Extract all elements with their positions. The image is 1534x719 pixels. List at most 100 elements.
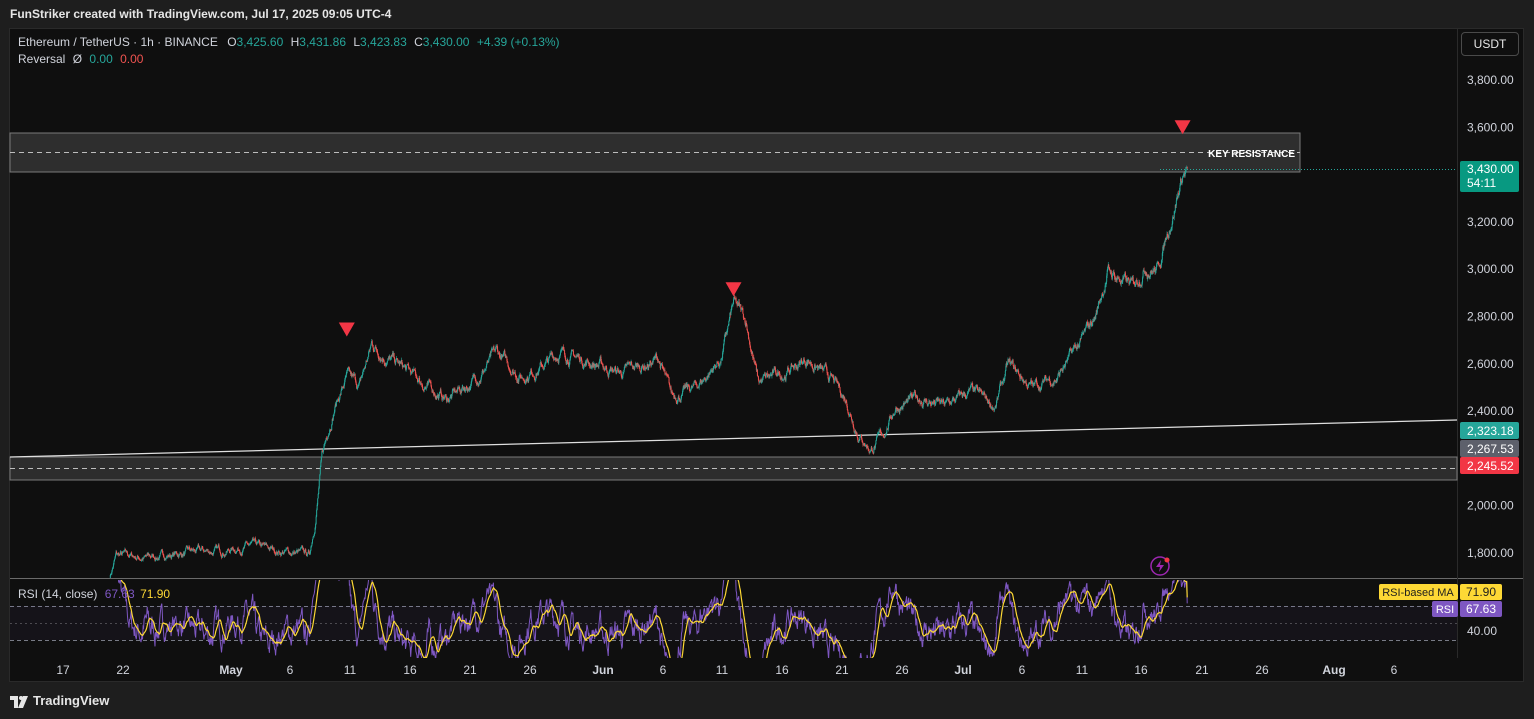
candle-body xyxy=(139,559,141,561)
indicator-legend[interactable]: Reversal Ø 0.00 0.00 xyxy=(18,52,143,66)
candle-body xyxy=(597,366,599,367)
candle-body xyxy=(402,365,404,368)
brand-label: TradingView xyxy=(33,693,110,708)
candle-body xyxy=(1001,382,1003,384)
time-axis[interactable]: 17 22 May 6 11 16 21 26 Jun 6 11 16 21 26 Jul 6 11 16 21 26… xyxy=(56,663,1397,677)
candle-body xyxy=(220,552,222,555)
candle-body xyxy=(1183,173,1185,175)
candle-body xyxy=(617,368,619,372)
candle-body xyxy=(410,370,412,375)
candle-body xyxy=(1176,197,1178,198)
rsi-legend[interactable]: RSI (14, close) 67.63 71.90 xyxy=(18,587,170,601)
candle-body xyxy=(694,381,696,383)
candle-body xyxy=(778,372,780,374)
candle-body xyxy=(276,551,278,554)
candle-body xyxy=(367,358,369,362)
candle-body xyxy=(333,411,335,414)
candle-body xyxy=(338,400,340,402)
candle-body xyxy=(167,555,169,558)
candle-body xyxy=(368,349,370,352)
candle-body xyxy=(873,446,875,449)
candle-body xyxy=(990,404,992,408)
candle-body xyxy=(1139,284,1141,287)
candle-body xyxy=(690,388,692,391)
candle-body xyxy=(524,380,526,383)
candle-body xyxy=(448,400,450,402)
candle-body xyxy=(933,400,935,403)
candle-body xyxy=(778,372,780,376)
candle-body xyxy=(1118,277,1120,280)
candle-body xyxy=(806,361,808,365)
chart-svg[interactable]: KEY RESISTANCE 3,800.003,600.003,400.003… xyxy=(0,0,1534,682)
candle-body xyxy=(582,365,584,368)
candle-body xyxy=(957,392,959,395)
candle-body xyxy=(797,364,799,366)
candle-body xyxy=(142,557,144,561)
candle-body xyxy=(1099,299,1101,302)
candle-body xyxy=(1119,279,1121,281)
candle-body xyxy=(407,364,409,366)
candle-body xyxy=(920,403,922,405)
candle-body xyxy=(501,356,503,360)
candle-body xyxy=(585,361,587,365)
candle-body xyxy=(436,396,438,399)
candle-body xyxy=(378,358,380,360)
candle-body xyxy=(992,408,994,410)
candle-body xyxy=(653,356,655,358)
price-axis[interactable]: 3,800.003,600.003,400.003,200.003,000.00… xyxy=(1467,73,1514,560)
candle-body xyxy=(789,371,791,375)
candle-body xyxy=(1142,271,1144,278)
candle-body xyxy=(944,402,946,405)
candle-body xyxy=(675,400,677,403)
tradingview-logo[interactable]: TradingView xyxy=(10,693,109,708)
candle-body xyxy=(916,396,918,401)
candle-body xyxy=(1116,279,1118,281)
candle-body xyxy=(117,553,119,555)
candle-body xyxy=(941,400,943,403)
candle-body xyxy=(220,554,222,556)
candle-body xyxy=(514,371,516,375)
candle-body xyxy=(217,546,219,548)
candle-body xyxy=(972,383,974,388)
candle-body xyxy=(777,371,779,375)
candle-body xyxy=(727,325,729,327)
alert-icon[interactable] xyxy=(1150,556,1170,576)
open-value: 3,425.60 xyxy=(236,35,284,49)
candle-body xyxy=(272,548,274,551)
candle-body xyxy=(661,364,663,365)
candle-body xyxy=(903,402,905,405)
candle-body xyxy=(1015,371,1017,372)
candle-body xyxy=(485,369,487,370)
candle-body xyxy=(418,377,420,380)
candle-body xyxy=(835,376,837,381)
candle-body xyxy=(701,380,703,384)
ascending-trendline[interactable] xyxy=(9,419,1458,458)
candle-body xyxy=(346,370,348,374)
candle-body xyxy=(301,546,303,548)
candle-body xyxy=(359,378,361,382)
candle-body xyxy=(1092,321,1094,326)
candle-body xyxy=(1161,259,1163,264)
candle-body xyxy=(1066,359,1068,363)
candle-body xyxy=(570,351,572,355)
candle-body xyxy=(912,394,914,397)
candle-body xyxy=(126,552,128,555)
candle-body xyxy=(317,494,319,499)
candle-body xyxy=(186,546,188,547)
candle-body xyxy=(224,554,226,556)
candle-body xyxy=(140,560,142,561)
candle-body xyxy=(768,374,770,376)
candle-body xyxy=(611,367,613,371)
candle-body xyxy=(1022,379,1024,381)
candle-body xyxy=(938,398,940,401)
candle-body xyxy=(980,390,982,392)
candle-body xyxy=(942,398,944,403)
currency-button[interactable]: USDT xyxy=(1461,32,1519,56)
symbol-legend[interactable]: Ethereum / TetherUS · 1h · BINANCE O3,42… xyxy=(18,35,560,49)
candle-body xyxy=(673,395,675,397)
candle-body xyxy=(182,554,184,557)
candle-body xyxy=(905,400,907,403)
candle-body xyxy=(120,551,122,553)
candle-body xyxy=(350,372,352,377)
candle-body xyxy=(158,558,160,560)
